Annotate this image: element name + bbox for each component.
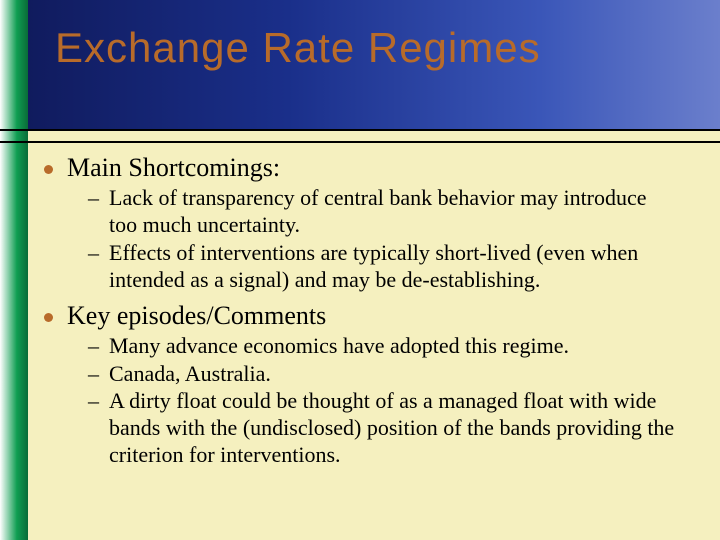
dash-icon: –	[88, 333, 99, 360]
bullet-label: Key episodes/Comments	[67, 300, 326, 331]
sub-item: – Many advance economics have adopted th…	[88, 333, 708, 360]
bullet-item: Main Shortcomings:	[44, 152, 708, 183]
slide-title: Exchange Rate Regimes	[55, 24, 715, 72]
sub-item: – Canada, Australia.	[88, 361, 708, 388]
sub-item: – A dirty float could be thought of as a…	[88, 388, 708, 468]
sub-list: – Lack of transparency of central bank b…	[88, 185, 708, 293]
sub-text: Lack of transparency of central bank beh…	[109, 185, 679, 239]
slide-body: Main Shortcomings: – Lack of transparenc…	[44, 152, 708, 475]
sub-text: Effects of interventions are typically s…	[109, 240, 679, 294]
bullet-item: Key episodes/Comments	[44, 300, 708, 331]
divider-bottom	[0, 141, 720, 143]
sidebar-gradient-top	[0, 0, 28, 129]
sub-list: – Many advance economics have adopted th…	[88, 333, 708, 469]
sub-text: Many advance economics have adopted this…	[109, 333, 569, 360]
dash-icon: –	[88, 361, 99, 388]
bullet-icon	[44, 313, 53, 322]
bullet-label: Main Shortcomings:	[67, 152, 280, 183]
dash-icon: –	[88, 388, 99, 415]
dash-icon: –	[88, 240, 99, 267]
divider-top	[0, 129, 720, 131]
slide: Exchange Rate Regimes Main Shortcomings:…	[0, 0, 720, 540]
dash-icon: –	[88, 185, 99, 212]
sub-item: – Lack of transparency of central bank b…	[88, 185, 708, 239]
sub-text: Canada, Australia.	[109, 361, 271, 388]
bullet-icon	[44, 165, 53, 174]
sub-item: – Effects of interventions are typically…	[88, 240, 708, 294]
sub-text: A dirty float could be thought of as a m…	[109, 388, 679, 468]
